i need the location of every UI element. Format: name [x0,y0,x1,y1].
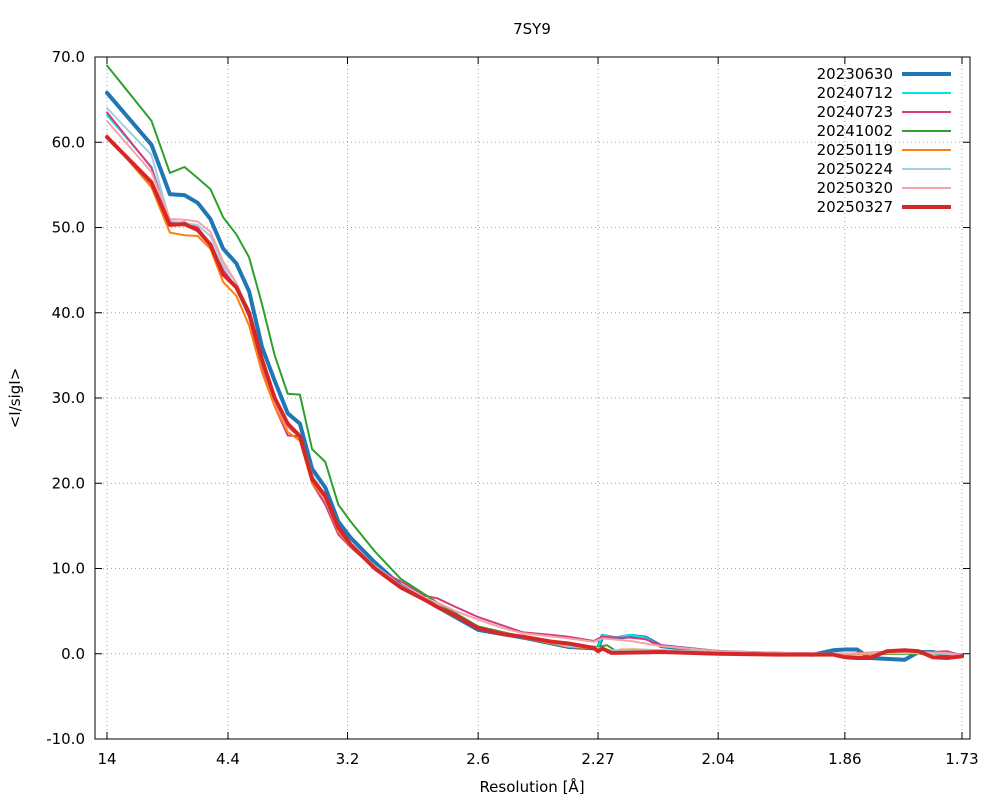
x-tick-label: 4.4 [216,750,240,768]
x-tick-label: 1.86 [828,750,861,768]
x-tick-label: 2.04 [701,750,734,768]
y-tick-label: -10.0 [46,730,85,748]
x-axis: 14 4.4 3.2 2.6 2.27 2.04 1.86 1.73 [97,57,979,768]
legend: 2023063020240712202407232024100220250119… [817,65,951,216]
y-tick-label: 10.0 [52,560,85,578]
series-line-20250327 [105,135,964,660]
y-tick-label: 60.0 [52,133,85,151]
x-tick-label: 2.6 [466,750,490,768]
x-tick-label: 2.27 [581,750,614,768]
x-axis-label: Resolution [Å] [479,777,584,796]
legend-label: 20240723 [817,103,893,121]
x-tick-label: 1.73 [945,750,978,768]
x-tick-label: 14 [97,750,116,768]
x-tick-label: 3.2 [336,750,360,768]
y-tick-label: 50.0 [52,219,85,237]
legend-label: 20240712 [817,84,893,102]
y-axis-label: <I/sigI> [6,368,24,429]
y-tick-label: 0.0 [61,645,85,663]
legend-label: 20250320 [817,179,893,197]
legend-label: 20241002 [817,122,893,140]
y-tick-label: 70.0 [52,48,85,66]
legend-label: 20250119 [817,141,893,159]
series-lines [105,64,964,662]
y-tick-label: 40.0 [52,304,85,322]
legend-label: 20250327 [817,198,893,216]
y-tick-label: 30.0 [52,389,85,407]
legend-label: 20250224 [817,160,893,178]
legend-label: 20230630 [817,65,893,83]
chart-title: 7SY9 [513,20,551,38]
y-axis: -10.0 0.0 10.0 20.0 30.0 40.0 50.0 60.0 70.0 [46,48,970,748]
y-tick-label: 20.0 [52,474,85,492]
